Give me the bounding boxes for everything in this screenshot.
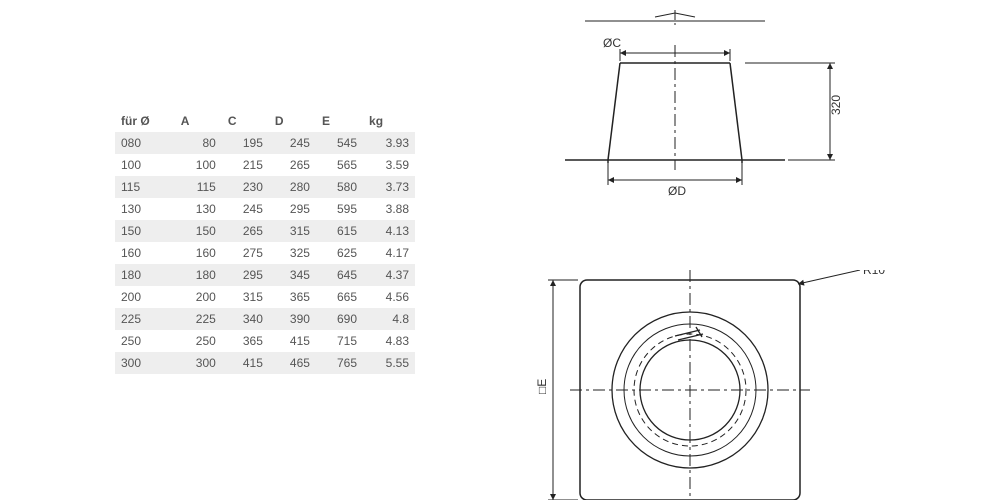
- table-row: 1501502653156154.13: [115, 220, 415, 242]
- r10-leader: [798, 270, 860, 284]
- table-cell: 245: [222, 198, 269, 220]
- table-cell: 4.83: [363, 330, 415, 352]
- table-cell: 3.73: [363, 176, 415, 198]
- table-cell: 300: [115, 352, 175, 374]
- table-cell: 690: [316, 308, 363, 330]
- col-header: C: [222, 110, 269, 132]
- table-row: 2002003153656654.56: [115, 286, 415, 308]
- label-320: 320: [829, 95, 843, 115]
- table-cell: 130: [115, 198, 175, 220]
- roof-projection: [585, 10, 765, 27]
- table-cell: 160: [115, 242, 175, 264]
- table-cell: 4.8: [363, 308, 415, 330]
- table-cell: 580: [316, 176, 363, 198]
- table-row: 1601602753256254.17: [115, 242, 415, 264]
- table-cell: 415: [222, 352, 269, 374]
- table-cell: 195: [222, 132, 269, 154]
- table: für Ø A C D E kg 080801952455453.9310010…: [115, 110, 415, 374]
- table-cell: 390: [269, 308, 316, 330]
- table-cell: 4.13: [363, 220, 415, 242]
- label-r10: R10: [863, 270, 885, 277]
- label-diameter-d: ØD: [668, 184, 686, 198]
- col-header: kg: [363, 110, 415, 132]
- table-cell: 160: [175, 242, 222, 264]
- table-cell: 265: [269, 154, 316, 176]
- table-cell: 295: [269, 198, 316, 220]
- table-cell: 340: [222, 308, 269, 330]
- table-row: 080801952455453.93: [115, 132, 415, 154]
- table-cell: 250: [115, 330, 175, 352]
- table-cell: 265: [222, 220, 269, 242]
- table-row: 1301302452955953.88: [115, 198, 415, 220]
- table-row: 3003004154657655.55: [115, 352, 415, 374]
- table-cell: 465: [269, 352, 316, 374]
- table-header-row: für Ø A C D E kg: [115, 110, 415, 132]
- table-cell: 3.88: [363, 198, 415, 220]
- table-cell: 215: [222, 154, 269, 176]
- table-cell: 365: [269, 286, 316, 308]
- table-cell: 280: [269, 176, 316, 198]
- table-cell: 100: [115, 154, 175, 176]
- table-cell: 4.56: [363, 286, 415, 308]
- table-cell: 415: [269, 330, 316, 352]
- table-cell: 115: [175, 176, 222, 198]
- table-cell: 645: [316, 264, 363, 286]
- table-row: 1001002152655653.59: [115, 154, 415, 176]
- table-cell: 4.17: [363, 242, 415, 264]
- label-diameter-c: ØC: [603, 36, 621, 50]
- table-cell: 715: [316, 330, 363, 352]
- table-row: 1151152302805803.73: [115, 176, 415, 198]
- table-cell: 345: [269, 264, 316, 286]
- table-cell: 100: [175, 154, 222, 176]
- table-cell: 245: [269, 132, 316, 154]
- table-row: 1801802953456454.37: [115, 264, 415, 286]
- col-header: für Ø: [115, 110, 175, 132]
- table-cell: 315: [222, 286, 269, 308]
- table-cell: 080: [115, 132, 175, 154]
- table-cell: 225: [175, 308, 222, 330]
- table-cell: 665: [316, 286, 363, 308]
- table-cell: 765: [316, 352, 363, 374]
- table-row: 2252253403906904.8: [115, 308, 415, 330]
- col-header: E: [316, 110, 363, 132]
- table-cell: 4.37: [363, 264, 415, 286]
- table-cell: 325: [269, 242, 316, 264]
- table-cell: 3.93: [363, 132, 415, 154]
- table-cell: 595: [316, 198, 363, 220]
- table-cell: 365: [222, 330, 269, 352]
- label-square-e: □E: [535, 379, 549, 394]
- side-view-diagram: ØC ØD 320: [540, 5, 900, 205]
- table-cell: 130: [175, 198, 222, 220]
- table-cell: 200: [175, 286, 222, 308]
- table-cell: 150: [115, 220, 175, 242]
- table-cell: 150: [175, 220, 222, 242]
- table-cell: 275: [222, 242, 269, 264]
- table-cell: 300: [175, 352, 222, 374]
- dimension-table: für Ø A C D E kg 080801952455453.9310010…: [115, 110, 415, 374]
- table-cell: 3.59: [363, 154, 415, 176]
- table-cell: 615: [316, 220, 363, 242]
- table-cell: 225: [115, 308, 175, 330]
- table-cell: 250: [175, 330, 222, 352]
- table-cell: 80: [175, 132, 222, 154]
- table-cell: 230: [222, 176, 269, 198]
- table-cell: 565: [316, 154, 363, 176]
- table-cell: 315: [269, 220, 316, 242]
- table-row: 2502503654157154.83: [115, 330, 415, 352]
- table-cell: 5.55: [363, 352, 415, 374]
- table-cell: 625: [316, 242, 363, 264]
- clamp-feature: [675, 327, 703, 340]
- table-cell: 295: [222, 264, 269, 286]
- table-cell: 115: [115, 176, 175, 198]
- table-cell: 545: [316, 132, 363, 154]
- table-cell: 180: [175, 264, 222, 286]
- col-header: D: [269, 110, 316, 132]
- col-header: A: [175, 110, 222, 132]
- table-cell: 180: [115, 264, 175, 286]
- table-cell: 200: [115, 286, 175, 308]
- top-view-diagram: R10 □E: [500, 270, 970, 500]
